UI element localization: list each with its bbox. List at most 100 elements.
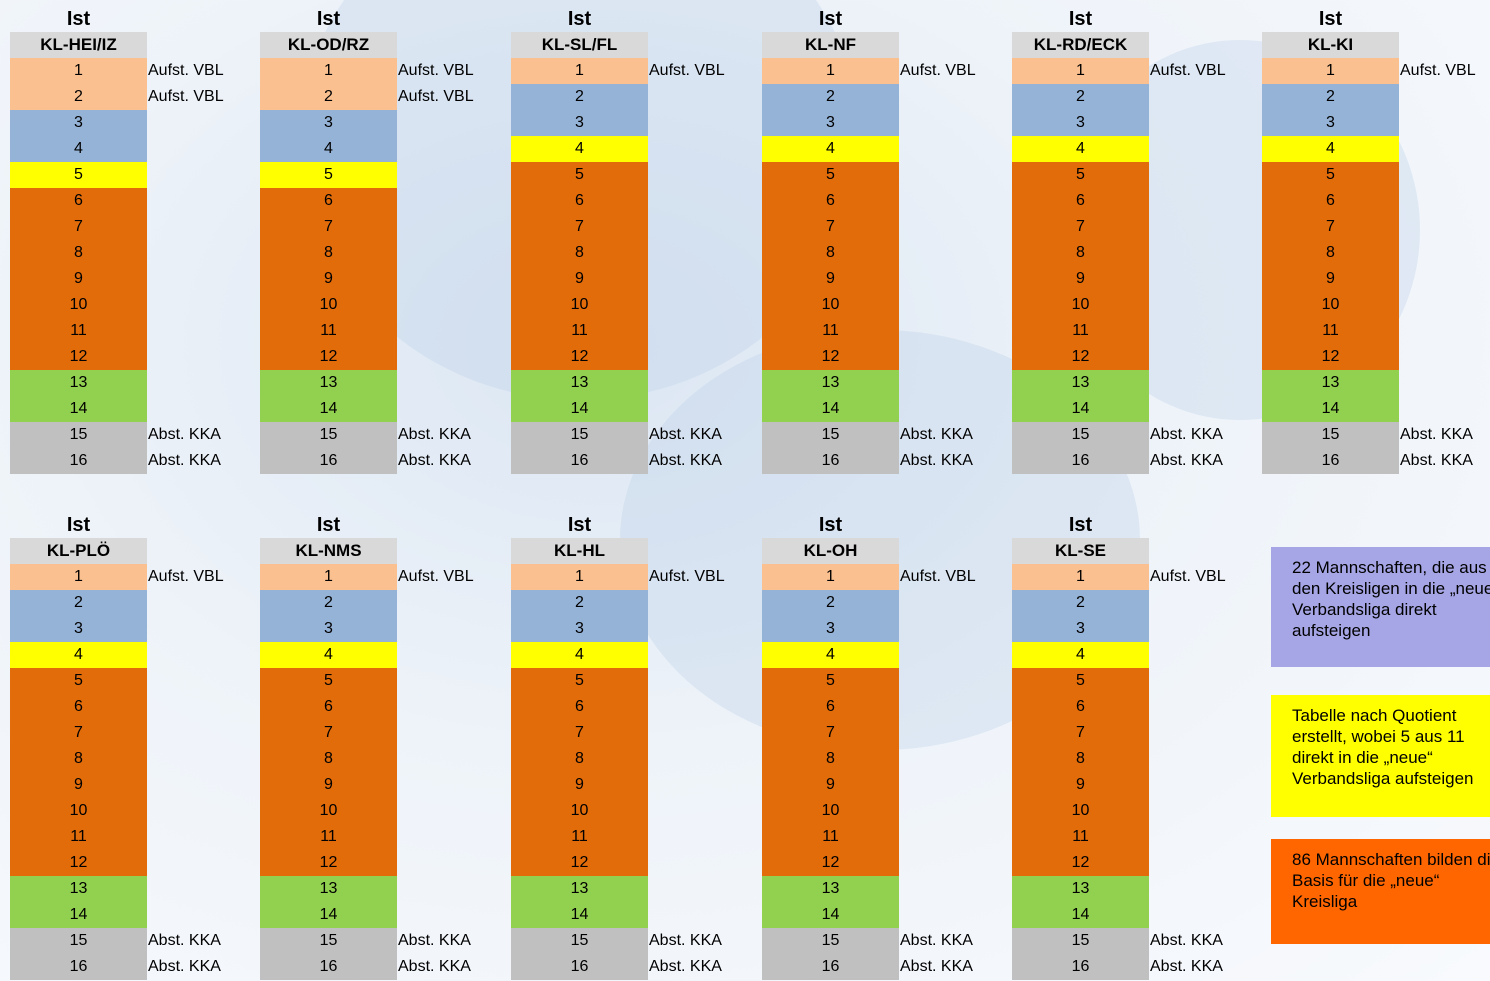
rank-row: 2: [1262, 84, 1399, 110]
rank-number: 4: [826, 140, 835, 157]
rank-note: Abst. KKA: [649, 426, 722, 443]
rank-row: 1 Aufst. VBL: [762, 564, 976, 590]
rank-number: 1: [74, 568, 83, 585]
rank-row: 6: [511, 188, 648, 214]
rank-row: 4: [1012, 642, 1149, 668]
rank-row: 14: [260, 902, 397, 928]
rank-number: 9: [1076, 270, 1085, 287]
rank-number: 11: [320, 322, 337, 339]
rank-number: 3: [74, 114, 83, 131]
rank-row: 5: [511, 162, 648, 188]
rank-row: 3: [1262, 110, 1399, 136]
rank-row: 1 Aufst. VBL: [260, 564, 474, 590]
rank-row: 9: [762, 772, 899, 798]
rank-number: 7: [575, 724, 584, 741]
rank-number: 2: [1076, 88, 1085, 105]
rank-row: 6: [1012, 694, 1149, 720]
rank-number: 10: [570, 296, 589, 313]
rank-row: 16 Abst. KKA: [260, 954, 471, 980]
rank-number: 9: [575, 270, 584, 287]
rank-number: 16: [1321, 452, 1340, 469]
rank-number: 10: [69, 296, 88, 313]
league-table-column: Ist KL-NF 1 Aufst. VBL 2 3 4 5 6 7 8 9 10 11 12 13 14 15 A…: [762, 6, 976, 474]
rank-number: 1: [826, 62, 835, 79]
rank-note: Aufst. VBL: [649, 568, 725, 585]
rank-row: 2 Aufst. VBL: [10, 84, 224, 110]
column-status-label: Ist: [66, 514, 91, 536]
rank-row: 12: [1012, 850, 1149, 876]
league-name-header: KL-OH: [762, 538, 899, 564]
rank-row: 6: [260, 188, 397, 214]
rank-number: 12: [319, 854, 338, 871]
league-name-header: KL-HEI/IZ: [10, 32, 147, 58]
rank-row: 11: [260, 824, 397, 850]
rank-number: 9: [74, 270, 83, 287]
rank-number: 2: [1326, 88, 1335, 105]
rank-number: 13: [1071, 374, 1090, 391]
rank-number: 12: [69, 854, 88, 871]
rank-note: Aufst. VBL: [148, 62, 224, 79]
rank-row: 7: [511, 720, 648, 746]
rank-row: 11: [1012, 824, 1149, 850]
rank-number: 6: [826, 192, 835, 209]
rank-row: 16 Abst. KKA: [511, 954, 722, 980]
rank-row: 15 Abst. KKA: [762, 928, 973, 954]
rank-note: Abst. KKA: [1400, 452, 1473, 469]
rank-note: Aufst. VBL: [900, 62, 976, 79]
legend-text: 86 Mannschaften bilden die Basis für die…: [1292, 850, 1490, 911]
rank-row: 1 Aufst. VBL: [1012, 564, 1226, 590]
rank-number: 4: [575, 140, 584, 157]
rank-note: Abst. KKA: [148, 958, 221, 975]
rank-row: 16 Abst. KKA: [10, 448, 221, 474]
rank-number: 4: [1076, 646, 1085, 663]
rank-row: 16 Abst. KKA: [10, 954, 221, 980]
rank-row: 14: [511, 396, 648, 422]
rank-row: 8: [511, 746, 648, 772]
rank-note: Abst. KKA: [1150, 958, 1223, 975]
rank-row: 5: [1012, 668, 1149, 694]
rank-row: 12: [511, 850, 648, 876]
rank-number: 12: [319, 348, 338, 365]
rank-row: 16 Abst. KKA: [762, 448, 973, 474]
rank-row: 14: [1012, 902, 1149, 928]
rank-row: 9: [1012, 772, 1149, 798]
rank-row: 12: [260, 850, 397, 876]
rank-number: 14: [69, 400, 88, 417]
rank-row: 3: [1012, 616, 1149, 642]
rank-row: 14: [1262, 396, 1399, 422]
rank-row: 11: [10, 318, 147, 344]
rank-number: 7: [324, 724, 333, 741]
league-name-header: KL-HL: [511, 538, 648, 564]
rank-number: 1: [324, 62, 333, 79]
rank-number: 2: [826, 88, 835, 105]
rank-number: 9: [74, 776, 83, 793]
league-table-column: Ist KL-OD/RZ 1 Aufst. VBL 2 Aufst. VBL 3 4 5 6 7 8 9…: [260, 6, 474, 474]
rank-row: 4: [1012, 136, 1149, 162]
rank-number: 3: [1326, 114, 1335, 131]
rank-number: 5: [575, 166, 584, 183]
league-name-header: KL-NF: [762, 32, 899, 58]
rank-number: 13: [69, 374, 88, 391]
rank-row: 3: [260, 110, 397, 136]
rank-row: 7: [511, 214, 648, 240]
rank-number: 9: [1076, 776, 1085, 793]
rank-note: Abst. KKA: [649, 452, 722, 469]
rank-number: 6: [575, 698, 584, 715]
rank-number: 3: [74, 620, 83, 637]
rank-number: 6: [1326, 192, 1335, 209]
rank-row: 15 Abst. KKA: [511, 422, 722, 448]
rank-row: 14: [10, 902, 147, 928]
league-table-column: Ist KL-HL 1 Aufst. VBL 2 3 4 5 6 7 8 9 10 11 12 13 14 15 A…: [511, 512, 725, 980]
legend-text: 22 Mannschaften, die aus den Kreisligen …: [1292, 558, 1490, 640]
rank-row: 2: [511, 84, 648, 110]
rank-number: 5: [826, 166, 835, 183]
legend-box-base: 86 Mannschaften bilden die Basis für die…: [1271, 839, 1490, 944]
column-status-label: Ist: [818, 514, 843, 536]
rank-number: 11: [571, 828, 588, 845]
rank-row: 3: [260, 616, 397, 642]
rank-number: 3: [324, 114, 333, 131]
rank-row: 13: [10, 876, 147, 902]
rank-row: 2: [260, 590, 397, 616]
rank-row: 2: [1012, 84, 1149, 110]
rank-row: 8: [762, 240, 899, 266]
